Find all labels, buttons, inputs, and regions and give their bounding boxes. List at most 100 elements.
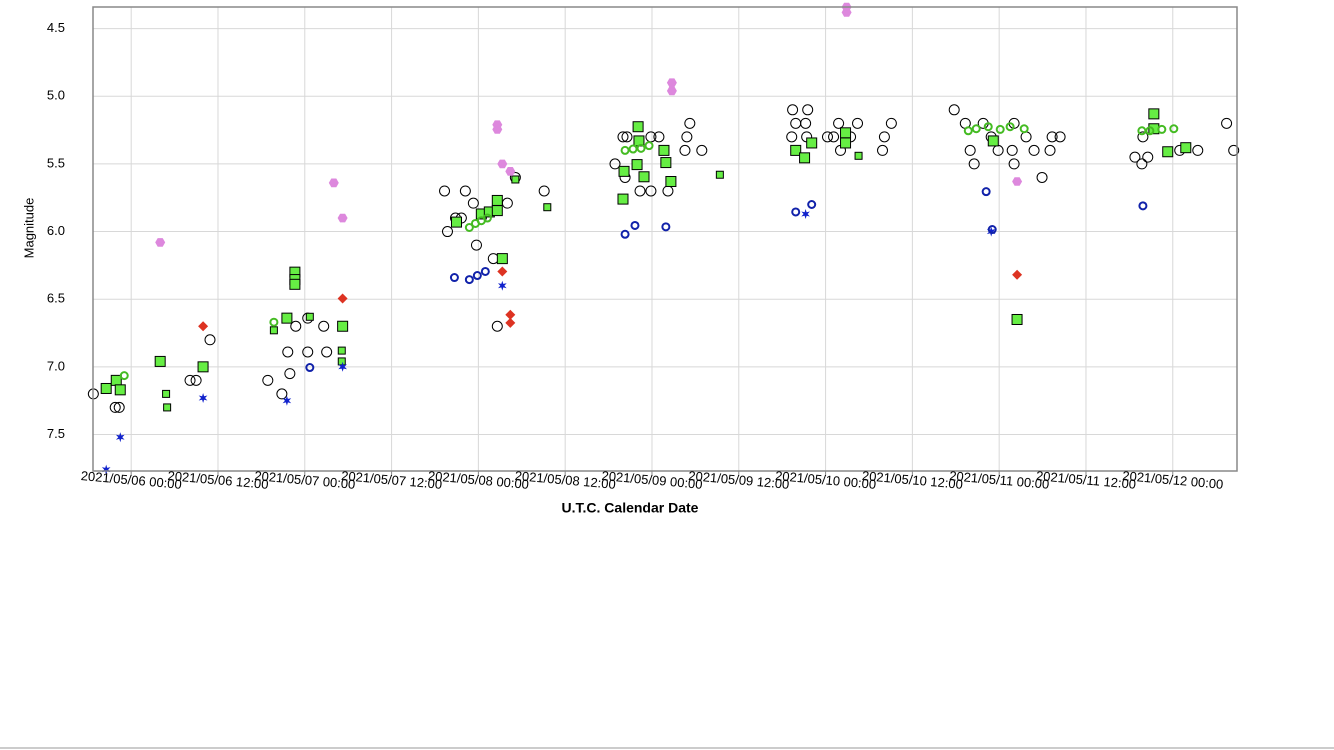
data-point: [114, 384, 126, 396]
data-point: [653, 131, 665, 143]
data-point: [799, 152, 811, 164]
data-point: [681, 131, 693, 143]
data-point: [983, 122, 993, 132]
data-point: [464, 275, 474, 285]
data-point: [948, 104, 960, 116]
data-point: [628, 144, 638, 154]
data-point: [620, 145, 630, 155]
data-point: [840, 127, 852, 139]
data-point: [505, 167, 516, 176]
data-point: [644, 141, 654, 151]
plot-area: [93, 7, 1237, 471]
data-point: [154, 355, 166, 367]
data-point: [854, 151, 863, 160]
data-point: [284, 368, 296, 380]
data-point: [841, 8, 852, 17]
data-point: [696, 144, 708, 156]
y-tick-label: 6.5: [47, 291, 65, 306]
data-point: [1011, 313, 1023, 325]
data-point: [800, 117, 812, 129]
data-point: [100, 382, 112, 394]
data-point: [190, 374, 202, 386]
marks: [87, 2, 1240, 475]
data-point: [289, 278, 301, 290]
data-point: [617, 193, 629, 205]
data-point: [621, 131, 633, 143]
data-point: [281, 312, 293, 324]
data-point: [321, 346, 333, 358]
data-point: [632, 121, 644, 133]
y-tick-label: 7.0: [47, 358, 65, 373]
data-point: [184, 374, 196, 386]
data-point: [480, 266, 490, 276]
data-point: [472, 271, 482, 281]
data-point: [1162, 146, 1174, 158]
data-point: [666, 86, 677, 96]
data-point: [337, 346, 346, 355]
data-point: [1157, 124, 1167, 134]
data-point: [981, 187, 991, 197]
data-point: [318, 320, 330, 332]
data-point: [666, 78, 677, 88]
data-point: [631, 159, 643, 171]
data-point: [497, 159, 508, 169]
data-point: [337, 213, 348, 223]
data-point: [505, 309, 516, 320]
data-point: [337, 320, 349, 332]
data-point: [492, 125, 503, 134]
data-point: [543, 203, 552, 212]
data-point: [305, 312, 314, 321]
data-point: [790, 144, 802, 156]
y-tick-label: 7.5: [47, 426, 65, 441]
data-point: [1008, 158, 1020, 170]
data-point: [505, 317, 516, 328]
y-tick-label: 6.0: [47, 223, 65, 238]
data-point: [1012, 269, 1023, 280]
data-point: [806, 137, 818, 149]
data-point: [467, 197, 479, 209]
data-point: [482, 213, 492, 223]
y-tick-label: 5.5: [47, 155, 65, 170]
data-point: [119, 371, 129, 381]
plot-frame: [92, 6, 1238, 472]
data-point: [786, 131, 798, 143]
data-point: [337, 357, 346, 366]
data-point: [987, 135, 999, 147]
data-point: [660, 157, 672, 169]
data-point: [661, 222, 671, 232]
data-point: [109, 401, 121, 413]
data-point: [1221, 117, 1233, 129]
data-point: [807, 200, 817, 210]
data-point: [338, 361, 347, 372]
data-point: [198, 393, 208, 403]
data-point: [1138, 201, 1148, 211]
data-point: [496, 253, 508, 265]
data-point: [538, 185, 550, 197]
data-point: [262, 374, 274, 386]
data-point: [791, 207, 801, 217]
data-point: [877, 144, 889, 156]
data-point: [1142, 151, 1154, 163]
data-point: [645, 185, 657, 197]
grid: [93, 7, 1237, 471]
data-point: [162, 389, 171, 398]
data-point: [986, 226, 996, 237]
data-point: [511, 175, 520, 184]
data-point: [878, 131, 890, 143]
data-point: [163, 403, 172, 412]
data-point: [620, 229, 630, 239]
data-point: [1169, 124, 1179, 134]
data-point: [305, 363, 315, 373]
data-point: [1028, 144, 1040, 156]
data-point: [885, 117, 897, 129]
data-point: [715, 170, 724, 179]
data-point: [1129, 151, 1141, 163]
data-point: [821, 131, 833, 143]
data-point: [449, 273, 459, 283]
data-point: [828, 131, 840, 143]
data-point: [964, 144, 976, 156]
data-point: [1044, 144, 1056, 156]
data-point: [491, 320, 503, 332]
x-axis-label: U.T.C. Calendar Date: [562, 500, 699, 516]
